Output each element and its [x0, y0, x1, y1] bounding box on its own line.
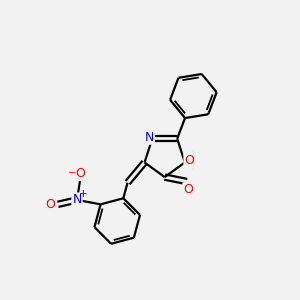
Text: N: N — [145, 131, 154, 144]
Text: N: N — [72, 194, 82, 206]
Text: O: O — [183, 183, 193, 196]
Text: −: − — [68, 168, 77, 178]
Text: +: + — [79, 189, 87, 199]
Text: O: O — [75, 167, 85, 180]
Text: O: O — [184, 154, 194, 167]
Text: O: O — [46, 198, 56, 211]
